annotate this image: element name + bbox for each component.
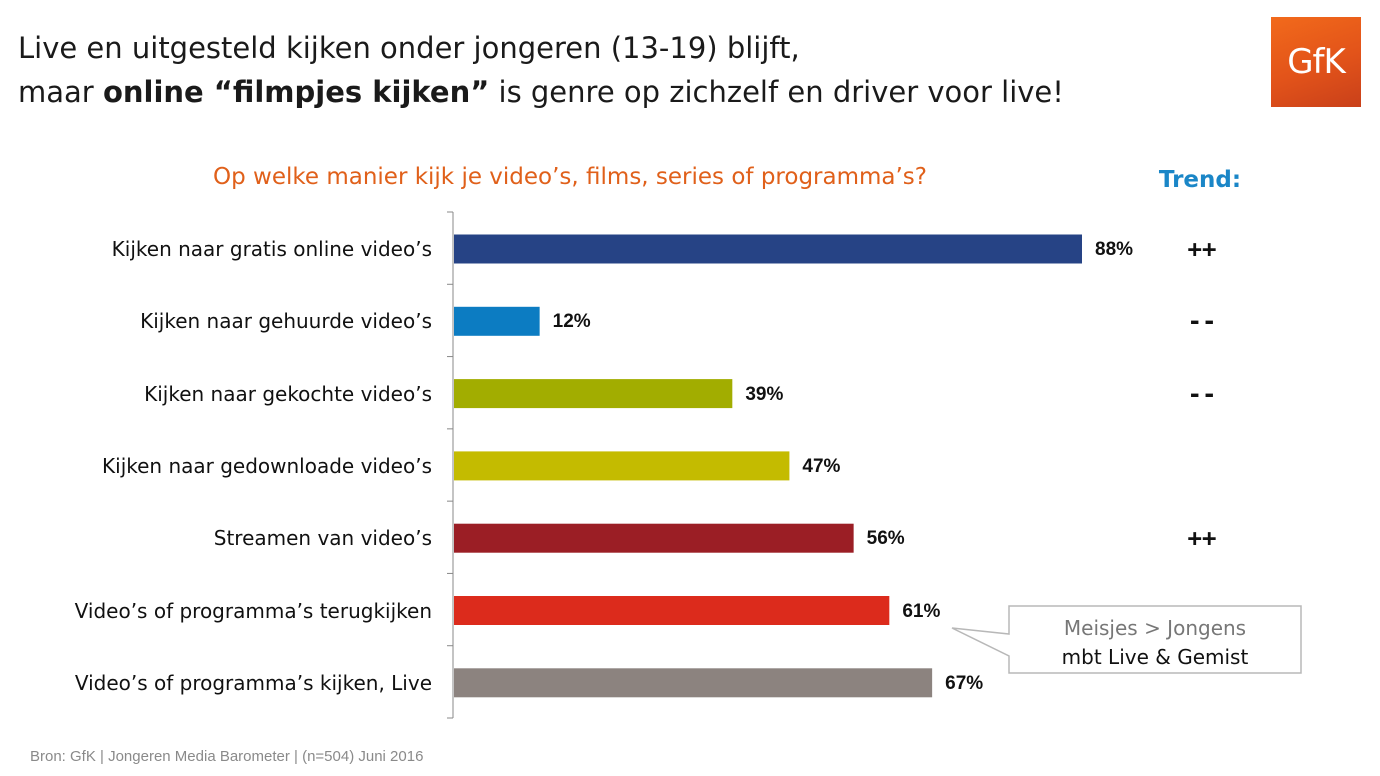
value-label: 39% xyxy=(745,383,784,405)
category-label: Kijken naar gratis online video’s xyxy=(111,237,432,261)
value-label: 67% xyxy=(945,672,984,694)
callout-box: Meisjes > Jongens mbt Live & Gemist xyxy=(1009,606,1301,673)
category-label: Kijken naar gekochte video’s xyxy=(144,381,432,406)
gfk-logo: GfK xyxy=(1271,17,1361,107)
category-label: Video’s of programma’s terugkijken xyxy=(74,598,432,623)
value-label: 56% xyxy=(866,528,905,550)
callout-line-1: Meisjes > Jongens xyxy=(1063,616,1247,640)
source-note: Bron: GfK | Jongeren Media Barometer | (… xyxy=(30,748,424,765)
title-line-2-bold: online “filmpjes kijken” xyxy=(102,75,490,109)
trend-marker: -- xyxy=(1187,307,1217,336)
bar xyxy=(454,523,854,553)
value-label: 47% xyxy=(802,455,841,477)
bar xyxy=(454,596,890,625)
title-line-2-post: is genre op zichzelf en driver voor live… xyxy=(489,75,1064,109)
trend-marker: -- xyxy=(1187,379,1217,408)
title-line-2-pre: maar xyxy=(18,75,103,109)
callout-pointer xyxy=(951,605,1302,674)
bar xyxy=(454,379,733,409)
category-label: Kijken naar gehuurde video’s xyxy=(140,309,432,334)
category-label: Video’s of programma’s kijken, Live xyxy=(74,670,432,695)
bar xyxy=(454,234,1082,264)
title-line-2: maar online “filmpjes kijken” is genre o… xyxy=(18,70,1218,114)
bar xyxy=(454,451,790,481)
value-label: 61% xyxy=(902,600,941,622)
value-label: 12% xyxy=(552,311,591,333)
chart-title: Op welke manier kijk je video’s, films, … xyxy=(213,164,927,190)
title-line-1: Live en uitgesteld kijken onder jongeren… xyxy=(18,31,800,65)
category-label: Streamen van video’s xyxy=(213,526,432,551)
bar xyxy=(454,668,933,698)
trend-marker: ++ xyxy=(1187,524,1217,553)
slide-title: Live en uitgesteld kijken onder jongeren… xyxy=(18,26,1218,114)
value-label: 88% xyxy=(1095,239,1134,260)
callout-line-2: mbt Live & Gemist xyxy=(1061,645,1249,669)
bar xyxy=(454,306,540,336)
category-label: Kijken naar gedownloade video’s xyxy=(102,453,432,478)
trend-marker: ++ xyxy=(1187,235,1217,263)
trend-header: Trend: xyxy=(1158,167,1242,193)
